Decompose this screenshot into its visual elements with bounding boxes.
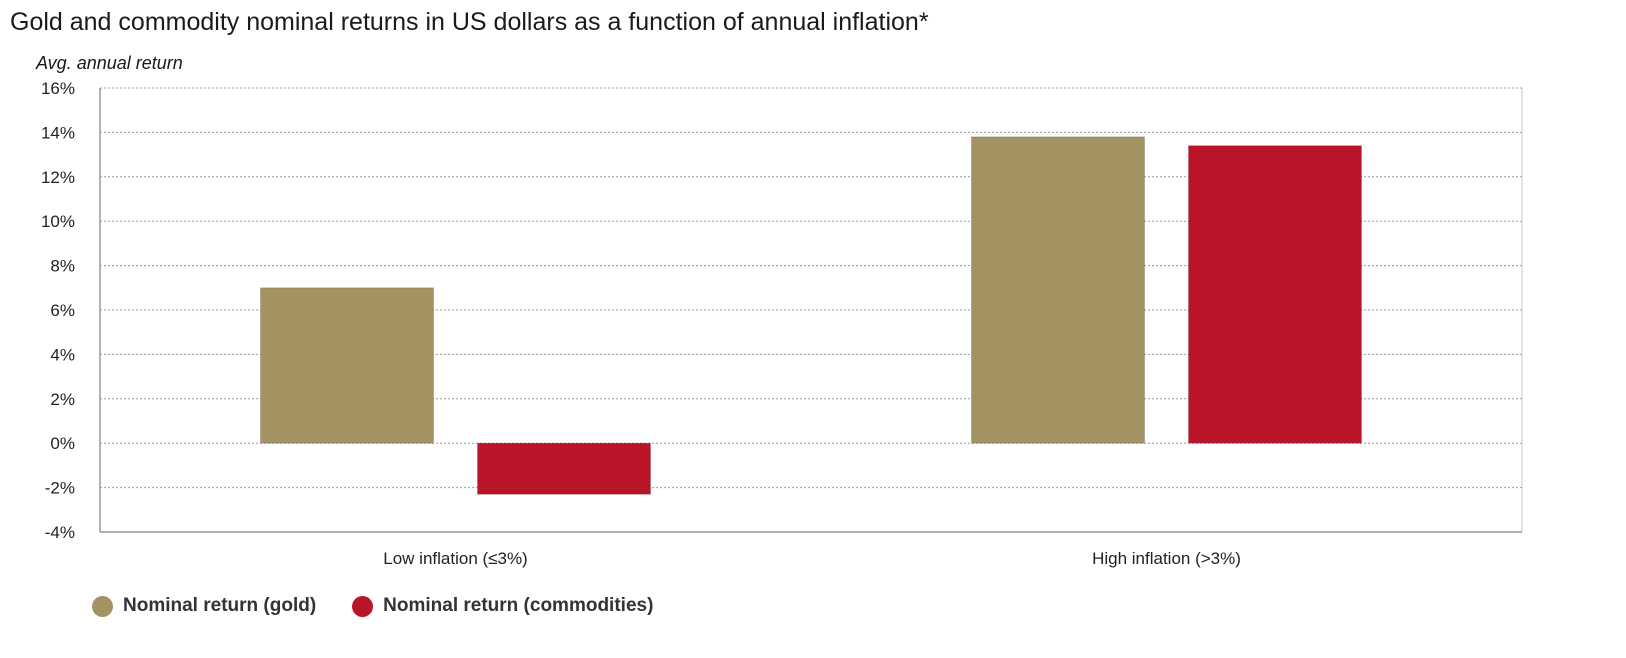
legend-swatch-commodities [352,595,374,617]
y-tick-label: 4% [50,345,75,364]
legend-item-gold: Nominal return (gold) [92,595,316,617]
y-tick-label: 10% [41,212,75,231]
y-tick-label: 6% [50,301,75,320]
bar-commodities-high [1188,145,1362,444]
bar-gold-low [260,287,434,444]
y-tick-label: -4% [45,523,75,542]
legend-label-gold: Nominal return (gold) [123,595,317,616]
y-tick-label: 2% [50,390,75,409]
legend-swatch-gold [92,595,113,617]
y-tick-label: 16% [41,79,75,98]
chart-title: Gold and commodity nominal returns in US… [10,8,929,36]
x-category-label: Low inflation (≤3%) [383,549,527,568]
y-tick-label: 14% [41,123,75,142]
y-tick-label: 8% [50,257,75,276]
legend-item-commodities: Nominal return (commodities) [352,595,653,617]
y-tick-label: -2% [45,479,75,498]
legend: Nominal return (gold) Nominal return (co… [92,595,653,617]
y-tick-label: 0% [50,434,75,453]
y-axis-label: Avg. annual return [36,53,183,73]
bar-commodities-low [477,442,651,495]
x-category-label: High inflation (>3%) [1092,549,1241,568]
legend-label-commodities: Nominal return (commodities) [383,595,654,616]
y-tick-label: 12% [41,168,75,187]
bar-gold-high [971,136,1145,444]
